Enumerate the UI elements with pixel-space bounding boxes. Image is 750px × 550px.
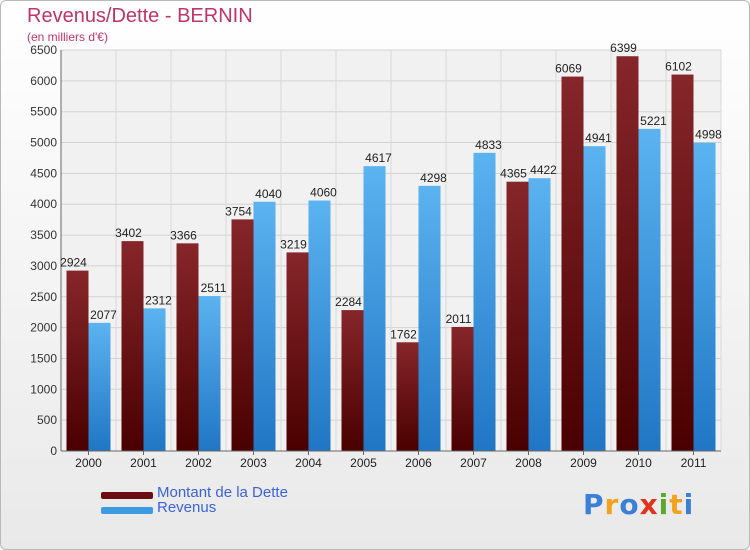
bar-revenus xyxy=(308,200,331,451)
logo-letter: x xyxy=(639,488,659,521)
y-tick-label: 2000 xyxy=(30,321,57,335)
bar-dette xyxy=(396,342,419,451)
value-label: 4833 xyxy=(475,138,502,152)
value-label: 3366 xyxy=(170,228,197,242)
value-label: 4060 xyxy=(310,186,337,200)
logo-letter: P xyxy=(583,488,605,521)
bar-revenus xyxy=(88,322,111,451)
bar-revenus xyxy=(198,296,221,451)
legend-label-dette: Montant de la Dette xyxy=(157,484,288,501)
value-label: 2077 xyxy=(90,308,117,322)
y-tick-label: 5000 xyxy=(30,136,57,150)
bar-revenus xyxy=(253,201,276,451)
value-label: 4365 xyxy=(500,167,527,181)
logo-letter: i xyxy=(658,488,670,521)
axes: 0 500 1000 1500 2000 2500 3000 3500 4000 4500 5000… xyxy=(30,43,721,470)
y-tick-label: 0 xyxy=(50,444,57,458)
value-label: 2312 xyxy=(145,293,172,307)
x-tick-label: 2010 xyxy=(625,456,652,470)
y-tick-label: 3500 xyxy=(30,228,57,242)
x-tick-label: 2008 xyxy=(515,456,542,470)
y-tick-label: 6000 xyxy=(30,74,57,88)
bar-revenus xyxy=(638,128,661,451)
value-label: 3219 xyxy=(280,237,307,251)
bar-dette xyxy=(451,326,474,451)
legend-label-revenus: Revenus xyxy=(157,499,217,516)
bar-dette xyxy=(66,270,89,451)
bar-dette xyxy=(341,310,364,451)
bar-dette xyxy=(561,76,584,451)
logo-letter: r xyxy=(604,488,620,521)
bar-revenus xyxy=(583,146,606,451)
y-tick-label: 6500 xyxy=(30,43,57,57)
value-label: 4298 xyxy=(420,171,447,185)
chart-subtitle: (en milliers d'€) xyxy=(27,30,108,44)
y-tick-label: 4000 xyxy=(30,197,57,211)
y-tick-label: 1000 xyxy=(30,382,57,396)
x-tick-label: 2001 xyxy=(130,456,157,470)
bar-dette xyxy=(121,241,144,451)
grid-lines xyxy=(60,49,722,452)
x-tick-label: 2007 xyxy=(460,456,487,470)
value-label: 4998 xyxy=(695,128,722,142)
value-label: 2511 xyxy=(201,281,227,295)
value-label: 4617 xyxy=(365,151,392,165)
x-tick-label: 2004 xyxy=(295,456,322,470)
bar-revenus xyxy=(693,142,716,451)
bar-dette xyxy=(231,219,254,451)
logo-letter: i xyxy=(683,488,695,521)
bar-revenus xyxy=(143,308,166,451)
x-tick-label: 2003 xyxy=(240,456,267,470)
bar-dette xyxy=(506,181,529,451)
value-label: 3754 xyxy=(225,204,252,218)
y-tick-label: 4500 xyxy=(30,166,57,180)
bar-dette xyxy=(176,243,199,451)
value-label: 1762 xyxy=(390,327,417,341)
logo-letter: t xyxy=(669,488,684,521)
bar-dette xyxy=(286,252,309,451)
legend-swatch-revenus xyxy=(101,507,153,514)
x-tick-label: 2011 xyxy=(681,456,707,470)
x-tick-label: 2009 xyxy=(570,456,597,470)
bars xyxy=(66,56,716,452)
value-label: 2284 xyxy=(335,295,362,309)
bar-revenus xyxy=(363,166,386,451)
value-label: 2011 xyxy=(446,312,472,326)
y-tick-label: 500 xyxy=(37,413,57,427)
bar-dette xyxy=(671,74,694,452)
x-tick-label: 2000 xyxy=(75,456,102,470)
x-tick-label: 2005 xyxy=(350,456,377,470)
value-label: 6399 xyxy=(610,41,637,55)
value-label: 6102 xyxy=(665,60,692,74)
legend-swatch-dette xyxy=(101,492,153,499)
y-tick-label: 1500 xyxy=(30,351,57,365)
value-label: 3402 xyxy=(115,226,142,240)
value-label: 4422 xyxy=(530,163,557,177)
value-label: 4941 xyxy=(585,131,612,145)
chart-title: Revenus/Dette - BERNIN xyxy=(27,5,253,27)
y-tick-label: 5500 xyxy=(30,105,57,119)
logo-letter: o xyxy=(619,488,640,521)
y-tick-label: 3000 xyxy=(30,259,57,273)
x-tick-label: 2002 xyxy=(185,456,212,470)
bar-dette xyxy=(616,56,639,451)
value-label: 5221 xyxy=(640,114,667,128)
value-label: 2924 xyxy=(60,256,87,270)
value-label: 4040 xyxy=(255,187,282,201)
bar-revenus xyxy=(528,178,551,452)
x-tick-label: 2006 xyxy=(405,456,432,470)
proxiti-logo: Proxiti xyxy=(583,488,694,521)
bar-revenus xyxy=(418,185,441,451)
y-tick-label: 2500 xyxy=(30,290,57,304)
value-label: 6069 xyxy=(555,62,582,76)
bar-revenus xyxy=(473,152,496,452)
